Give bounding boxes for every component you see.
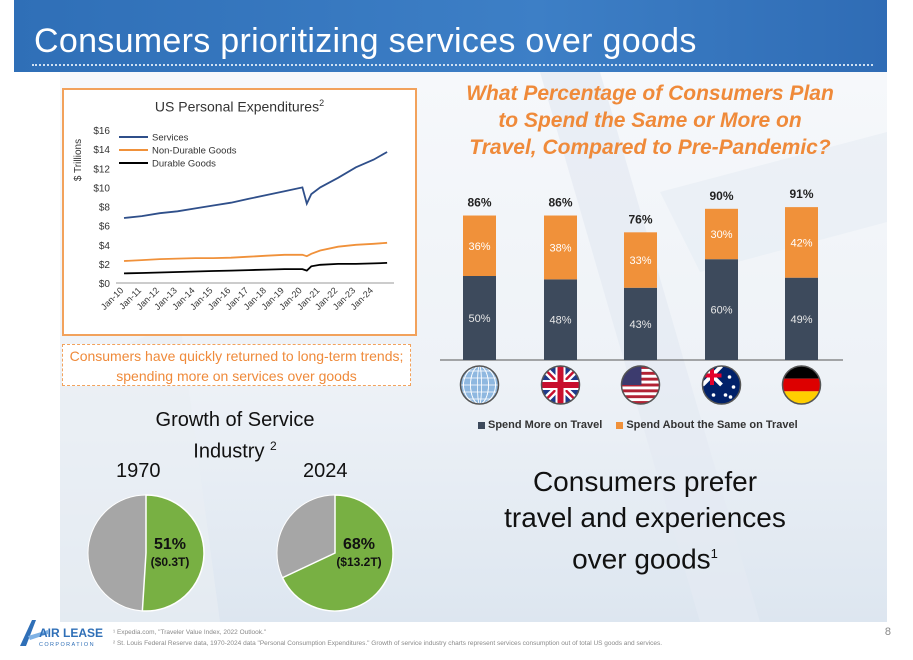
bar-chart-title: What Percentage of Consumers Plan to Spe… xyxy=(466,82,834,159)
uk-flag-icon xyxy=(540,365,581,405)
bar-total-label: 86% xyxy=(548,196,572,210)
y-axis-label: $ Trillions xyxy=(73,139,84,181)
pie-chart-1970: 51% ($0.3T) xyxy=(87,494,205,612)
bar-segment-same xyxy=(705,208,738,260)
bar-segment-more xyxy=(544,279,577,360)
legend-label: Durable Goods xyxy=(152,159,216,170)
bar-label-same: 36% xyxy=(468,241,490,253)
bar-segment-same xyxy=(624,232,657,288)
legend-item-more: Spend More on Travel xyxy=(478,419,602,431)
bar-segment-same xyxy=(544,215,577,280)
callout-box: Consumers have quickly returned to long-… xyxy=(62,344,411,386)
services-title: Growth of Service Industry 2 xyxy=(155,409,315,463)
bar-label-same: 42% xyxy=(790,237,812,249)
pie-chart-2024: 68% ($13.2T) xyxy=(276,494,394,612)
bar-total-label: 76% xyxy=(628,212,652,226)
series-line-0 xyxy=(123,151,388,219)
line-chart-title: US Personal Expenditures2 xyxy=(154,98,325,115)
company-logo: AIR LEASE CORPORATION xyxy=(14,616,114,655)
line-chart: $0$2$4$6$8$10$12$14$16$ TrillionsJan-10J… xyxy=(73,126,394,312)
bar-total-label: 86% xyxy=(467,196,491,210)
bar-label-same: 38% xyxy=(549,242,571,254)
globe-icon xyxy=(459,365,500,405)
bar-total-label: 91% xyxy=(789,187,813,201)
bar-segment-more xyxy=(785,277,818,360)
pie-label-percent: 51% xyxy=(154,536,186,553)
germany-flag-icon xyxy=(781,365,822,405)
y-tick-label: $16 xyxy=(93,126,110,137)
bar-segment-same xyxy=(785,207,818,278)
page-number: 8 xyxy=(884,626,891,638)
y-tick-label: $4 xyxy=(99,241,111,252)
y-tick-label: $12 xyxy=(93,164,110,175)
pie-label-value: ($13.2T) xyxy=(336,555,381,569)
y-tick-label: $14 xyxy=(93,145,110,156)
y-tick-label: $0 xyxy=(99,279,111,290)
y-tick-label: $8 xyxy=(99,203,111,214)
bar-total-label: 90% xyxy=(709,189,733,203)
footnotes: ¹ Expedia.com, "Traveler Value Index, 20… xyxy=(113,629,663,647)
pie-label-percent: 68% xyxy=(343,536,375,553)
pie-label-value: ($0.3T) xyxy=(151,555,190,569)
legend-label: Services xyxy=(152,133,189,144)
slide-title: Consumers prioritizing services over goo… xyxy=(34,22,697,60)
bar-label-same: 33% xyxy=(629,255,651,267)
bar-chart: 50% 36% 86% 48% 38% 86% 43% 33% 76% 60% 30% 90% 49% 4… xyxy=(440,187,843,405)
bar-segment-same xyxy=(463,215,496,276)
legend-item-same: Spend About the Same on Travel xyxy=(616,419,798,431)
australia-flag-icon xyxy=(701,365,742,405)
y-tick-label: $10 xyxy=(93,183,110,194)
bar-label-more: 43% xyxy=(629,319,651,331)
y-tick-label: $6 xyxy=(99,222,111,233)
bar-label-more: 49% xyxy=(790,314,812,326)
series-line-2 xyxy=(123,262,388,275)
bar-label-same: 30% xyxy=(710,229,732,241)
y-tick-label: $2 xyxy=(99,260,111,271)
bar-segment-more xyxy=(705,259,738,360)
bar-segment-more xyxy=(624,287,657,360)
bar-chart-legend: Spend More on Travel Spend About the Sam… xyxy=(478,419,798,431)
pie-year-2024: 2024 xyxy=(303,460,348,482)
series-line-1 xyxy=(123,241,388,262)
logo-text: AIR LEASE xyxy=(39,626,103,640)
bar-label-more: 60% xyxy=(710,305,732,317)
logo-subtext: CORPORATION xyxy=(39,642,95,648)
title-underline xyxy=(32,64,873,66)
pie-slice-services xyxy=(281,494,394,612)
pie-slice-services xyxy=(141,494,205,612)
legend-label: Non-Durable Goods xyxy=(152,146,237,157)
prefer-statement: Consumers prefer travel and experiences … xyxy=(504,466,786,575)
title-banner: Consumers prioritizing services over goo… xyxy=(14,0,887,72)
bar-label-more: 48% xyxy=(549,315,571,327)
us-flag-icon xyxy=(620,365,661,405)
bar-label-more: 50% xyxy=(468,313,490,325)
line-chart-panel: US Personal Expenditures2 $0 $2 $4 $6 $8 $10 $… xyxy=(62,88,417,336)
bar-segment-more xyxy=(463,276,496,360)
pie-year-1970: 1970 xyxy=(116,460,161,482)
